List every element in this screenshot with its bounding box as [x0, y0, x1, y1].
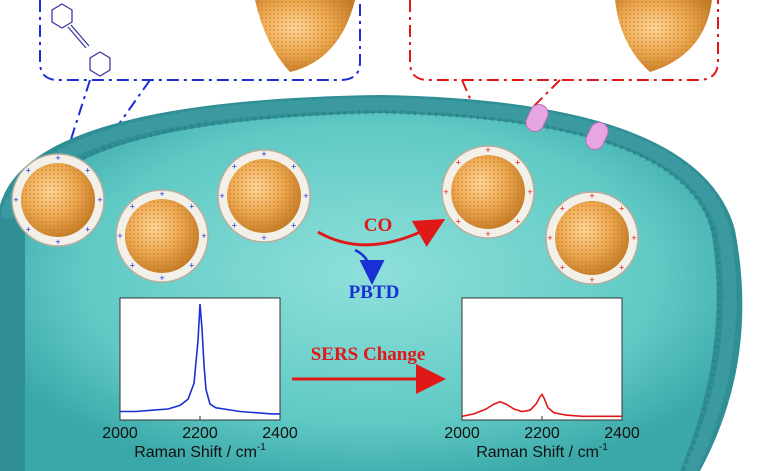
charge-mark: +: [560, 203, 565, 213]
charge-mark: +: [55, 237, 60, 247]
charge-mark: +: [159, 189, 164, 199]
charge-mark: +: [130, 201, 135, 211]
charge-mark: +: [456, 217, 461, 227]
charge-mark: +: [619, 203, 624, 213]
charge-mark: +: [303, 191, 308, 201]
nanoparticles: + + + + + + + + + + + + + + + + + + + + + + + + + + + + + + + + + + + + + + + +: [11, 145, 639, 285]
reaction: CO PBTD: [317, 215, 446, 303]
receptor-2: [585, 121, 609, 151]
x-tick-label: 2400: [262, 425, 298, 442]
charge-mark: +: [589, 275, 594, 285]
charge-mark: +: [55, 153, 60, 163]
charge-mark: +: [485, 229, 490, 239]
charge-mark: +: [232, 221, 237, 231]
charge-mark: +: [515, 157, 520, 167]
pbtd-molecule-icon: [51, 3, 111, 77]
sers-change-label: SERS Change: [311, 344, 426, 365]
charge-mark: +: [97, 195, 102, 205]
charge-mark: +: [291, 221, 296, 231]
x-axis-label-sup: -1: [257, 442, 266, 453]
nanoparticle-1: + + + + + + + +: [11, 153, 105, 247]
charge-mark: +: [631, 233, 636, 243]
nanoparticle-4: + + + + + + + +: [441, 145, 535, 239]
series-line: [461, 392, 622, 418]
x-tick-label: 2000: [102, 425, 138, 442]
gold-wedge-right: [615, 0, 712, 72]
charge-mark: +: [527, 187, 532, 197]
x-tick-label: 2000: [444, 425, 480, 442]
charge-mark: +: [456, 157, 461, 167]
charge-mark: +: [589, 191, 594, 201]
charge-mark: +: [261, 233, 266, 243]
x-axis-label: Raman Shift / cm-1: [476, 442, 608, 461]
charge-mark: +: [515, 217, 520, 227]
x-axis-label: Raman Shift / cm-1: [134, 442, 266, 461]
x-tick-label: 2200: [524, 425, 560, 442]
charge-mark: +: [291, 161, 296, 171]
charge-mark: +: [117, 231, 122, 241]
charge-mark: +: [159, 273, 164, 283]
pbtd-label: PBTD: [349, 282, 400, 303]
charge-mark: +: [485, 145, 490, 155]
membrane-beads: [1, 96, 737, 471]
nanoparticle-2: + + + + + + + +: [115, 189, 209, 283]
charge-mark: +: [189, 261, 194, 271]
charge-mark: +: [189, 201, 194, 211]
series-line: [120, 304, 280, 415]
x-tick-label: 2200: [182, 425, 218, 442]
charge-mark: +: [130, 261, 135, 271]
nanoparticle-5: + + + + + + + +: [545, 191, 639, 285]
plot-area: [461, 297, 623, 421]
charge-mark: +: [443, 187, 448, 197]
charge-mark: +: [560, 263, 565, 273]
charge-mark: +: [619, 263, 624, 273]
co-label: CO: [364, 215, 393, 236]
x-axis-label-sup: -1: [599, 442, 608, 453]
charge-mark: +: [85, 225, 90, 235]
charge-mark: +: [26, 165, 31, 175]
charge-mark: +: [232, 161, 237, 171]
charge-mark: +: [13, 195, 18, 205]
sers-change: SERS Change: [292, 344, 446, 394]
charge-mark: +: [219, 191, 224, 201]
charge-mark: +: [85, 165, 90, 175]
charge-mark: +: [201, 231, 206, 241]
nanoparticle-3: + + + + + + + +: [217, 149, 311, 243]
receptor-1: [525, 103, 549, 133]
charge-mark: +: [547, 233, 552, 243]
gold-wedge-left: [255, 0, 355, 72]
charge-mark: +: [26, 225, 31, 235]
x-tick-label: 2400: [604, 425, 640, 442]
charge-mark: +: [261, 149, 266, 159]
